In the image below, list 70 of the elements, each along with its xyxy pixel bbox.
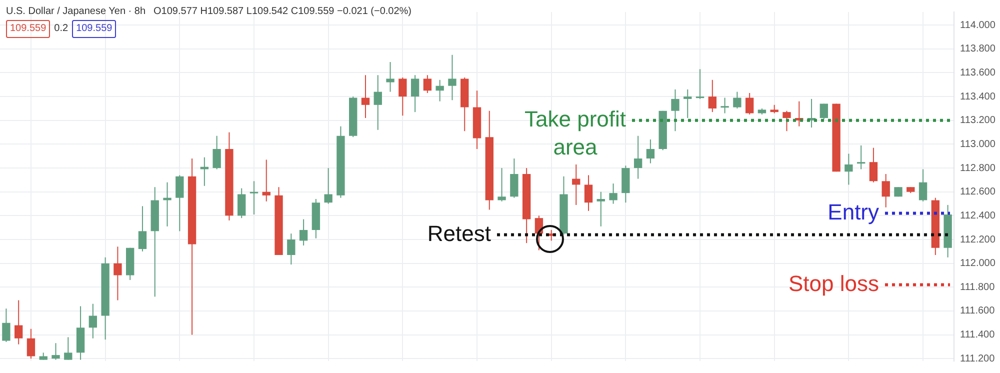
- candlestick: [398, 77, 407, 116]
- candlestick: [572, 164, 580, 206]
- candlestick: [114, 246, 122, 301]
- y-tick-label: 113.800: [960, 44, 996, 55]
- y-tick-label: 113.600: [960, 67, 996, 78]
- candlestick: [2, 308, 10, 342]
- y-tick-label: 111.200: [960, 353, 996, 364]
- candlestick: [733, 91, 742, 109]
- candlestick: [782, 110, 791, 132]
- candlestick: [745, 92, 754, 115]
- candlestick: [448, 54, 456, 101]
- y-tick-label: 112.800: [960, 162, 996, 174]
- candlestick: [212, 135, 221, 170]
- candlestick: [510, 158, 518, 198]
- y-tick-label: 112.600: [960, 186, 996, 198]
- y-tick-label: 112.400: [960, 210, 996, 222]
- candlestick: [262, 159, 270, 202]
- y-tick-label: 111.800: [960, 282, 996, 293]
- candlestick: [820, 103, 828, 120]
- candlestick: [720, 97, 729, 114]
- ref-line-label: Take profit area: [524, 106, 626, 160]
- y-tick-label: 113.200: [960, 115, 996, 126]
- candlestick: [26, 328, 36, 360]
- candlestick: [250, 180, 258, 215]
- ref-line-label: Entry: [828, 199, 880, 224]
- candlestick: [436, 79, 444, 102]
- candlestick: [596, 191, 605, 227]
- candlestick: [14, 300, 23, 345]
- candlestick: [64, 336, 72, 360]
- y-tick-label: 111.400: [960, 330, 996, 341]
- chart-title: U.S. Dollar / Japanese Yen · 8h: [6, 6, 146, 17]
- y-tick-label: 112.200: [960, 234, 996, 246]
- candlestick: [696, 68, 704, 100]
- candlestick: [498, 168, 506, 202]
- y-tick-label: 113.400: [960, 91, 996, 102]
- candlestick: [88, 303, 98, 339]
- candlestick: [844, 153, 853, 186]
- candlestick: [361, 74, 370, 119]
- candlestick: [374, 74, 382, 130]
- ref-line-label: Retest: [427, 220, 492, 246]
- candlestick: [646, 138, 655, 164]
- candlestick: [584, 174, 593, 212]
- annotation: 0.2: [54, 22, 68, 36]
- candlestick: [410, 74, 420, 113]
- candlestick: [869, 147, 878, 183]
- candlestick: [176, 174, 184, 232]
- candlestick: [918, 168, 928, 202]
- y-tick-label: 111.600: [960, 306, 996, 317]
- y-tick-label: 112.000: [960, 258, 996, 270]
- candlestick: [138, 206, 147, 252]
- candlestick: [856, 144, 866, 170]
- annotation: 109.559: [72, 20, 116, 38]
- candlestick: [52, 342, 60, 360]
- candlestick: [423, 74, 432, 94]
- candlestick: [634, 135, 642, 180]
- ref-line-label: Stop loss: [788, 270, 880, 296]
- candlestick: [684, 88, 692, 119]
- candlestick: [287, 233, 296, 266]
- candlestick: [238, 188, 246, 219]
- candlestick: [671, 88, 680, 132]
- candlestick: [386, 62, 394, 92]
- y-tick-label: 114.000: [960, 20, 996, 31]
- candlestick: [609, 183, 618, 204]
- candlestick: [299, 218, 308, 246]
- annotation: 109.559: [6, 20, 50, 38]
- y-tick-label: 113.000: [960, 138, 996, 150]
- candlestick: [882, 173, 890, 208]
- annotation: O109.577 H109.587 L109.542 C109.559 −0.021 (−0.02%): [154, 6, 412, 17]
- candlestick: [708, 79, 716, 113]
- candlestick: [324, 168, 332, 204]
